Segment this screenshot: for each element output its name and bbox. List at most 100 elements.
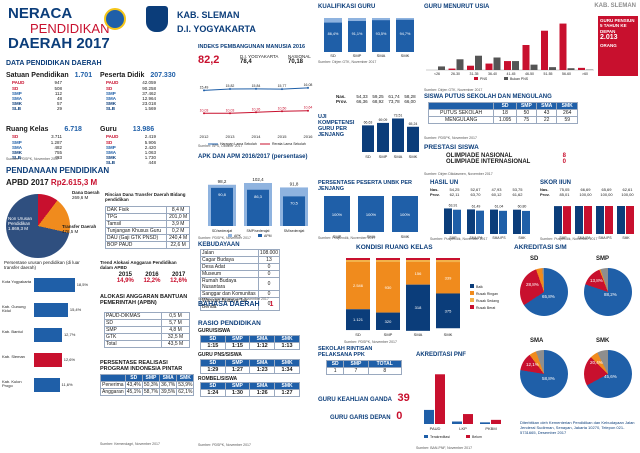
score-row-value: 62,11: [449, 191, 460, 197]
guru-block: Guru 13.986 PAUD 2.419 SD 5.906 SMP 2.420 SMA 1…: [100, 126, 195, 165]
kota-row: Kab. Sleman 12,6%: [2, 351, 96, 371]
rata-point: [255, 111, 257, 114]
table-cell: 0: [257, 263, 281, 271]
list-item-label: SMA: [12, 95, 22, 101]
usia-source: Sumber: Dirjen GTK, November 2017: [424, 88, 483, 92]
list-item-label: SD: [106, 85, 113, 91]
prestasi-label: OLIMPIADE INTERNASIONAL: [446, 159, 531, 165]
table-row: Tunjangan Khusus Guru 0,2 M: [104, 227, 190, 235]
kondisi-legend-label: Baik: [476, 285, 483, 289]
kota-value: 12,6%: [63, 357, 76, 362]
list-item-value: 42.059: [142, 80, 156, 86]
tren-year: 2016: [145, 272, 159, 278]
kota-label: Kab. Gunung Kidul: [2, 304, 26, 314]
kondisi-value: 156: [415, 271, 422, 276]
rasio-rombel-table: SD SMP SMA SMK 1:24 1:30 1:26 1:27: [200, 382, 300, 398]
satuan-list: PAUD 947 SD 508 SMP 112 SMA 48 SMK 57 SLB 29: [12, 80, 62, 111]
table-cell: 108.000: [257, 249, 281, 257]
list-item-label: SMK: [106, 155, 116, 161]
hasil-category: SMK: [518, 236, 526, 240]
list-item-label: SLB: [12, 155, 21, 161]
table-cell: DAK Fisik: [104, 206, 168, 214]
harapan-label: 15,84: [252, 84, 261, 88]
usia-category: 56-60: [562, 72, 571, 76]
table-row: GTK 32,5 M: [103, 333, 190, 341]
iiun-bar-2017: [584, 206, 592, 234]
pnf-terakreditasi-bar: [480, 422, 490, 424]
unbk-chart: 100% SMP 100% SMA 100% SMK: [324, 196, 418, 239]
table-cell: SD: [103, 319, 163, 327]
table-cell: SD: [200, 358, 226, 367]
list-item: SD 5.906: [106, 140, 156, 145]
kebudayaan-panel: KEBUDAYAAN Jalan 108.000 Cagar Budaya 13 Des…: [196, 240, 296, 311]
satuan-label: Satuan Pendidikan: [6, 72, 69, 79]
table-cell: 50: [515, 109, 537, 117]
kondisi-segment: [376, 258, 400, 260]
list-item: SD 90.258: [106, 86, 156, 91]
score-row-value: 53,75: [512, 187, 523, 192]
hasil-bar-2017: [499, 210, 507, 234]
pensiun-box: GURU PENSIUN 5 TAHUN KE DEPAN 2.013 ORAN…: [598, 16, 638, 76]
table-cell: 1:15: [200, 341, 226, 350]
table-cell: 1.095: [493, 116, 517, 124]
table-cell: SD: [325, 360, 345, 368]
tren-year: 2015: [118, 272, 132, 278]
score-row: Prov. 85,01 100,00 100,00 100,00: [540, 191, 638, 198]
iiun-category: SMA IPS: [598, 236, 612, 240]
apm-bar: [283, 196, 305, 226]
pnf-legend1: Terakreditasi: [430, 435, 450, 439]
list-item-label: SMA: [106, 149, 116, 155]
kondisi-value: 1.121: [353, 317, 364, 322]
kual-value: 93,5%: [376, 32, 387, 36]
kondisi-heading: KONDISI RUANG KELAS: [356, 244, 433, 251]
akreditasi-heading: AKREDITASI S/M: [514, 244, 567, 251]
pensiun-unit: ORANG: [600, 42, 617, 48]
guru-list: PAUD 2.419 SD 5.906 SMP 2.420 SMA 1.063 SMK 1.730…: [106, 134, 156, 165]
kual-bar: [348, 21, 366, 52]
table-cell: SMP: [224, 358, 251, 367]
uk-row-value: 68,92: [372, 99, 384, 105]
harapan-point: [281, 88, 283, 91]
akreditasi-sd-b: 28,8%: [526, 282, 539, 287]
score-row-value: 100,00: [621, 191, 634, 197]
kondisi-value: 930: [385, 285, 392, 290]
year-label: 2014: [252, 134, 262, 139]
table-row: 1:29 1:27 1:23 1:34: [200, 365, 300, 374]
legend-apm: APM: [264, 234, 272, 238]
list-item-label: SLB: [106, 106, 115, 112]
legend-apm-swatch: [258, 234, 262, 237]
usia-badge: KAB. SLEMAN: [594, 3, 636, 9]
kual-category: SMA: [377, 53, 386, 58]
kondisi-segment: [436, 293, 460, 329]
uk-row-value: 58,28: [404, 94, 416, 99]
unbk-category: SMA: [367, 234, 376, 239]
table-cell: SMP: [103, 326, 163, 334]
table-row: 1:15 1:15 1:12 1:13: [200, 341, 300, 350]
transfer-label: Transfer Daerah 476,5 M: [62, 224, 97, 235]
kondisi-segment: [436, 260, 460, 263]
prestasi-source: Sumber: Dirjen Dikdasmen, November 2017: [424, 172, 493, 176]
list-item: PAUD 947: [12, 80, 62, 85]
dana-daerah-label: Dana Daerah 269,6 M: [72, 190, 100, 201]
usia-category: 41-45: [507, 72, 516, 76]
table-cell: 1: [325, 367, 345, 375]
pnf-chart: PAUD LKP PKBM Terakreditasi Belum: [424, 374, 501, 439]
putus-heading: SISWA PUTUS SEKOLAH DAN MENGULANG: [424, 94, 552, 100]
pnf-category: PAUD: [430, 426, 441, 431]
ipm-line-chart: 15,49 10,03 2012 15,82 10,03 2013 15,84 10,26 20…: [200, 83, 314, 146]
iiun-category: SMP: [559, 236, 567, 240]
akreditasi-panel: AKREDITASI S/M SD 65,8% 28,8% SMP 88,2% …: [512, 242, 640, 420]
non-urusan-label: Non Urusan Pendidikan 1.869,3 M: [8, 216, 33, 232]
akreditasi-sma-label: SMA: [530, 338, 544, 344]
table-cell: 1:29: [200, 365, 226, 374]
kualifikasi-chart: 86,4% SD 91,1% SMP 93,5% SMA 94,7% SMK: [324, 18, 414, 58]
table-row: PUTUS SEKOLAH 18 50 43 264: [427, 109, 578, 117]
table-cell: 22: [535, 116, 558, 124]
list-item-value: 37.462: [142, 90, 156, 96]
table-cell: 18: [493, 109, 517, 117]
kota-row: Kab. Kulon Progo 11,6%: [2, 376, 96, 396]
apm-value: 90,8: [218, 192, 227, 197]
table-cell: Cagar Budaya: [200, 256, 259, 264]
table-cell: SMP: [141, 374, 161, 382]
usia-category: <26: [434, 72, 440, 76]
